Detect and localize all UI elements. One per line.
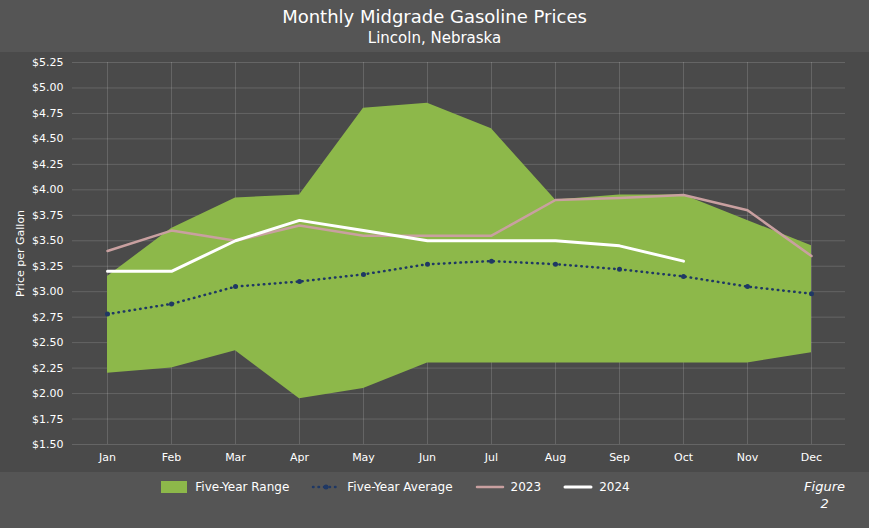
svg-text:Dec: Dec bbox=[801, 451, 822, 464]
svg-text:Price per Gallon: Price per Gallon bbox=[14, 210, 27, 297]
svg-text:$4.00: $4.00 bbox=[32, 183, 64, 196]
svg-text:Mar: Mar bbox=[225, 451, 246, 464]
svg-text:Jun: Jun bbox=[418, 451, 436, 464]
svg-text:$4.25: $4.25 bbox=[32, 158, 64, 171]
html-text:2024: 2024 bbox=[599, 480, 630, 494]
svg-text:$3.25: $3.25 bbox=[32, 260, 64, 273]
svg-text:$1.50: $1.50 bbox=[32, 438, 64, 451]
svg-text:$2.25: $2.25 bbox=[32, 362, 64, 375]
html-text:Five-Year Range: Five-Year Range bbox=[195, 480, 290, 494]
svg-text:$2.75: $2.75 bbox=[32, 311, 64, 324]
svg-text:$4.50: $4.50 bbox=[32, 132, 64, 145]
svg-text:$4.75: $4.75 bbox=[32, 107, 64, 120]
svg-text:May: May bbox=[352, 451, 375, 464]
svg-text:Nov: Nov bbox=[737, 451, 759, 464]
svg-text:$3.75: $3.75 bbox=[32, 209, 64, 222]
html-text:Monthly Midgrade Gasoline Pric: Monthly Midgrade Gasoline Prices bbox=[282, 6, 587, 27]
html-text:Figure 2: Figure 2 bbox=[804, 479, 845, 511]
svg-text:Oct: Oct bbox=[674, 451, 694, 464]
svg-text:$3.50: $3.50 bbox=[32, 234, 64, 247]
svg-text:$5.25: $5.25 bbox=[32, 56, 64, 69]
svg-text:$3.00: $3.00 bbox=[32, 285, 64, 298]
svg-text:$5.00: $5.00 bbox=[32, 81, 64, 94]
html-text:Five-Year Average: Five-Year Average bbox=[347, 480, 453, 494]
svg-text:Feb: Feb bbox=[162, 451, 181, 464]
svg-text:$1.75: $1.75 bbox=[32, 413, 64, 426]
svg-text:Aug: Aug bbox=[545, 451, 566, 464]
svg-text:Jan: Jan bbox=[98, 451, 116, 464]
svg-text:Sep: Sep bbox=[609, 451, 630, 464]
svg-text:Apr: Apr bbox=[290, 451, 310, 464]
svg-text:$2.00: $2.00 bbox=[32, 387, 64, 400]
svg-text:Jul: Jul bbox=[484, 451, 498, 464]
html-text:2023: 2023 bbox=[510, 480, 542, 494]
html-text:Lincoln, Nebraska: Lincoln, Nebraska bbox=[367, 29, 502, 47]
svg-text:$2.50: $2.50 bbox=[32, 336, 64, 349]
